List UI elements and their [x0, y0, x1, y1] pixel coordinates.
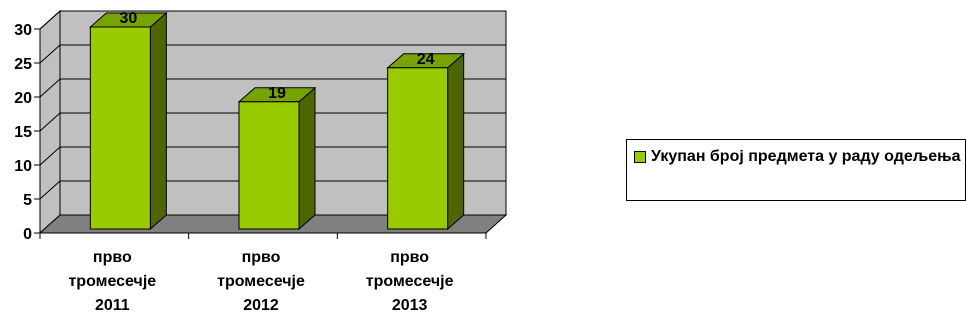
y-tick-label: 15	[14, 124, 32, 141]
x-tick-label-line: 2012	[243, 297, 279, 314]
y-tick-label: 5	[23, 192, 32, 209]
bar	[387, 67, 449, 230]
bar-side	[447, 52, 465, 231]
bar-side	[149, 11, 167, 231]
y-tick-label: 25	[14, 56, 32, 73]
x-tick-label-line: 2013	[392, 297, 428, 314]
gridline-side	[39, 44, 61, 64]
gridline-side	[39, 180, 61, 200]
x-tick-label: прво тромесечје 2013	[366, 249, 454, 314]
gridline-side	[39, 10, 61, 30]
x-tick-label: прво тромесечје 2012	[217, 249, 305, 314]
y-tick-label: 30	[14, 22, 32, 39]
x-tick-label-line: прво	[242, 249, 281, 266]
bar-side	[298, 86, 316, 231]
data-label: 19	[268, 85, 286, 102]
bars	[89, 11, 465, 231]
y-tick-label: 10	[14, 158, 32, 175]
legend-label: Укупан број предмета у раду одељења	[651, 148, 961, 165]
x-tick-label-line: тромесечје	[366, 273, 454, 290]
y-tick-label: 0	[23, 226, 32, 243]
data-label: 30	[119, 10, 137, 27]
bar	[89, 26, 151, 230]
x-tick-label-line: тромесечје	[217, 273, 305, 290]
y-axis: 0 5 10 15 20 25 30	[14, 22, 41, 243]
x-tick-label-line: 2011	[95, 297, 130, 314]
bar	[238, 101, 300, 230]
x-tick-label-line: тромесечје	[68, 273, 156, 290]
gridline-side	[39, 78, 61, 98]
legend-swatch	[634, 151, 646, 163]
gridline-side	[39, 112, 61, 132]
legend: Укупан број предмета у раду одељења	[626, 139, 966, 201]
x-tick-label-line: прво	[93, 249, 132, 266]
data-labels: 30 19 24	[119, 10, 434, 102]
y-tick-label: 20	[14, 90, 32, 107]
gridline-side	[39, 146, 61, 166]
x-tick-label: прво тромесечје 2011	[68, 249, 156, 314]
data-label: 24	[417, 51, 435, 68]
x-tick-label-line: прво	[390, 249, 429, 266]
